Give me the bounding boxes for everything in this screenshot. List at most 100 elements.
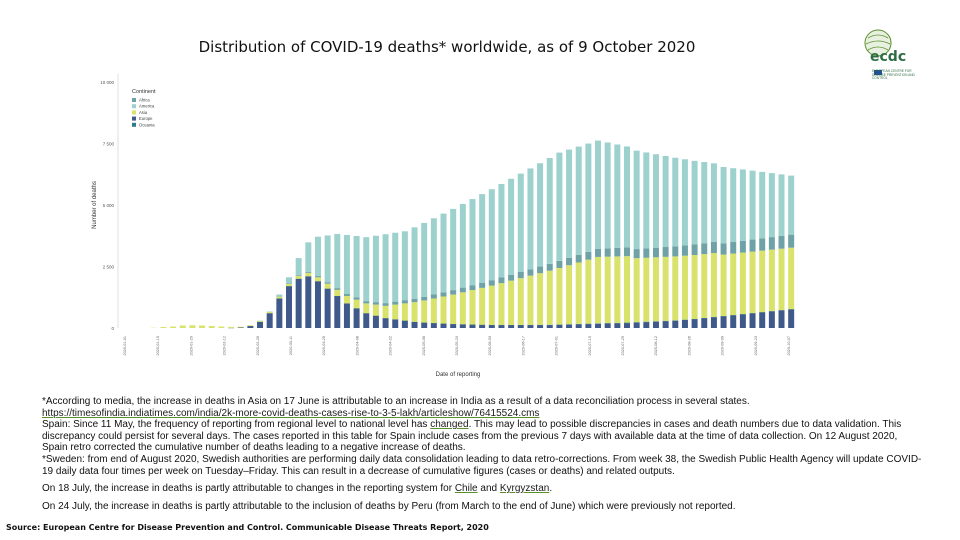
logo-subtext: EUROPEAN CENTRE FOR DISEASE PREVENTION A… <box>872 69 915 81</box>
x-tick-label: 2020-09-23 <box>754 336 758 355</box>
bar-asia <box>372 304 379 316</box>
deaths-stacked-bar-chart: 0 2 500 5 000 7 500 10 000 Number of deaths Da… <box>92 74 795 378</box>
bar-america <box>710 163 717 243</box>
bar-asia <box>363 303 370 314</box>
logo-wordmark: ecdc <box>870 49 907 65</box>
bar-america <box>401 231 408 301</box>
bar-africa <box>778 235 785 249</box>
bar-africa <box>575 254 582 263</box>
x-tick-label: 2020-08-26 <box>687 336 691 355</box>
bar-america <box>633 150 640 250</box>
bar-america <box>759 171 766 239</box>
bar-europe <box>595 323 602 328</box>
bar-europe <box>624 323 630 328</box>
bar-america <box>585 143 592 252</box>
bar-america <box>614 144 621 248</box>
bar-europe <box>498 325 505 328</box>
bar-africa <box>701 243 708 255</box>
bar-africa <box>537 266 544 274</box>
bar-europe <box>633 322 640 328</box>
bar-europe <box>450 324 457 328</box>
bar-asia <box>546 270 553 325</box>
note-kyrgyzstan-link[interactable]: Kyrgyzstan <box>499 483 550 495</box>
bar-africa <box>517 272 524 279</box>
bar-africa <box>614 247 621 257</box>
bar-europe <box>537 325 544 328</box>
note-sweden: *Sweden: from end of August 2020, Swedis… <box>42 453 922 477</box>
y-tick-label: 2 500 <box>103 265 115 270</box>
bar-europe <box>614 323 621 328</box>
note-spain-link[interactable]: changed <box>430 419 469 431</box>
bar-europe <box>469 324 476 328</box>
bar-africa <box>411 298 418 303</box>
bar-europe <box>508 325 515 328</box>
bar-europe <box>710 317 717 328</box>
bar-asia <box>681 255 688 320</box>
x-tick-label: 2020-04-22 <box>389 336 393 355</box>
bar-asia <box>314 277 321 282</box>
bar-america <box>730 168 737 243</box>
source-line: Source: European Centre for Disease Prev… <box>6 523 489 532</box>
bar-africa <box>585 251 592 260</box>
bar-africa <box>527 269 534 276</box>
legend-title: Continent <box>132 89 156 95</box>
bar-asia <box>459 292 466 325</box>
bar-america <box>701 162 708 244</box>
bar-asia <box>672 256 679 321</box>
bar-africa <box>334 288 341 290</box>
bar-asia <box>218 326 225 328</box>
bar-asia <box>556 267 563 325</box>
bar-asia <box>401 303 408 321</box>
bar-europe <box>575 324 582 328</box>
bar-europe <box>556 324 563 328</box>
bar-europe <box>701 318 708 328</box>
bar-africa <box>681 245 688 256</box>
bar-africa <box>624 247 630 257</box>
bar-asia <box>247 325 254 327</box>
y-tick-label: 7 500 <box>103 142 115 147</box>
legend-label-asia: Asia <box>139 110 148 115</box>
bar-asia <box>710 253 717 318</box>
note-spain: Spain: Since 11 May, the frequency of re… <box>42 419 902 454</box>
bar-america <box>459 203 466 288</box>
x-tick-label: 2020-02-26 <box>256 336 260 355</box>
bar-europe <box>681 319 688 328</box>
bar-africa <box>488 280 495 286</box>
bar-asia <box>411 302 418 322</box>
bar-europe <box>517 325 524 328</box>
bar-america <box>305 242 312 272</box>
bar-america <box>681 159 688 246</box>
bar-africa <box>633 249 640 259</box>
bar-america <box>372 235 379 303</box>
bar-america <box>537 163 544 267</box>
bar-asia <box>237 326 244 328</box>
bar-asia <box>749 251 756 314</box>
bar-america <box>363 237 370 302</box>
note-chile-kyrgyzstan: On 18 July, the increase in deaths is pa… <box>42 483 553 495</box>
bar-africa <box>479 282 486 288</box>
bar-asia <box>189 325 196 328</box>
bar-asia <box>228 326 235 328</box>
note-chile-link[interactable]: Chile <box>454 483 478 495</box>
bar-america <box>334 234 341 289</box>
bar-asia <box>160 327 167 328</box>
bar-africa <box>440 292 447 297</box>
bar-asia <box>643 257 650 322</box>
note-india-link[interactable]: https://timesofindia.indiatimes.com/indi… <box>42 407 540 419</box>
x-tick-label: 2020-01-01 <box>123 336 127 355</box>
bar-asia <box>768 249 775 312</box>
bar-america <box>720 166 727 244</box>
bar-europe <box>257 321 264 328</box>
ecdc-logo <box>864 29 892 75</box>
note-asia: *According to media, the increase in dea… <box>42 396 750 407</box>
bar-america <box>768 173 775 238</box>
bar-europe <box>778 310 785 328</box>
bar-america <box>749 170 756 240</box>
bar-africa <box>401 300 408 304</box>
bar-america <box>556 152 563 261</box>
bar-asia <box>305 272 312 277</box>
bar-america <box>498 183 505 278</box>
bar-america <box>672 157 679 247</box>
legend-swatch-america <box>132 104 136 109</box>
bar-asia <box>469 290 476 325</box>
